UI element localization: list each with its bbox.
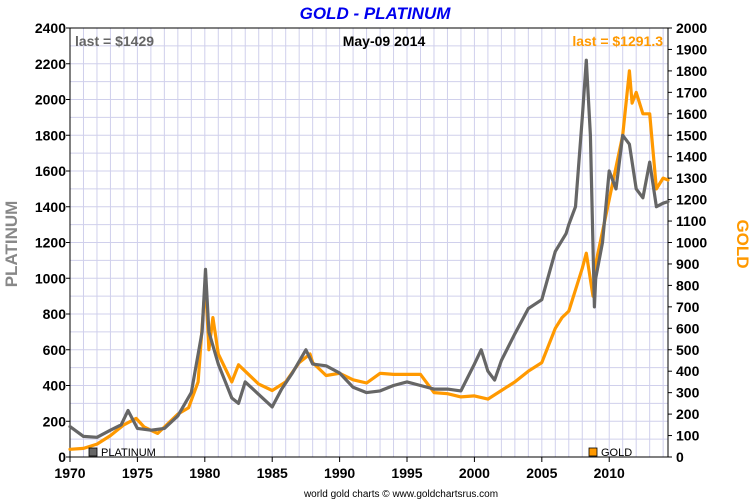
right-tick-label: 1000 xyxy=(676,235,707,251)
left-tick-label: 0 xyxy=(58,449,66,465)
right-tick-label: 700 xyxy=(676,299,700,315)
legend-platinum: PLATINUM xyxy=(88,447,156,459)
right-tick-label: 100 xyxy=(676,428,700,444)
x-tick-label: 1990 xyxy=(324,465,355,481)
right-tick-label: 1700 xyxy=(676,84,707,100)
x-tick-label: 2000 xyxy=(459,465,490,481)
right-tick-label: 1600 xyxy=(676,106,707,122)
legend-platinum-swatch xyxy=(88,447,98,457)
credit-text: world gold charts © www.goldchartsrus.co… xyxy=(303,489,498,500)
x-tick-label: 2005 xyxy=(526,465,557,481)
left-tick-label: 800 xyxy=(43,306,67,322)
right-tick-label: 1200 xyxy=(676,192,707,208)
right-tick-label: 1500 xyxy=(676,127,707,143)
right-tick-label: 1800 xyxy=(676,63,707,79)
left-tick-label: 400 xyxy=(43,378,67,394)
left-axis-ticks: 0 200 400 600 800 1000 1200 1400 1600 1800 2000 220… xyxy=(35,20,70,465)
right-tick-label: 200 xyxy=(676,406,700,422)
gold-last-annotation: last = $1291.3 xyxy=(572,33,663,49)
left-tick-label: 1800 xyxy=(35,127,66,143)
x-axis-ticks: 1970 1975 1980 1985 1990 1995 2000 2005 2010 xyxy=(54,457,625,481)
x-tick-label: 1995 xyxy=(391,465,422,481)
platinum-last-annotation: last = $1429 xyxy=(75,33,154,49)
left-tick-label: 2000 xyxy=(35,92,66,108)
left-axis-label: PLATINUM xyxy=(2,201,21,288)
right-tick-label: 0 xyxy=(676,449,684,465)
x-tick-label: 1980 xyxy=(189,465,220,481)
x-tick-label: 1970 xyxy=(54,465,85,481)
left-tick-label: 2400 xyxy=(35,20,66,36)
legend-platinum-label: PLATINUM xyxy=(101,447,156,459)
x-tick-label: 1975 xyxy=(122,465,153,481)
right-tick-label: 600 xyxy=(676,320,700,336)
legend-gold: GOLD xyxy=(588,447,632,459)
left-tick-label: 1000 xyxy=(35,270,66,286)
left-tick-label: 600 xyxy=(43,342,67,358)
x-tick-label: 2010 xyxy=(594,465,625,481)
left-tick-label: 200 xyxy=(43,413,67,429)
right-tick-label: 500 xyxy=(676,342,700,358)
legend-gold-swatch xyxy=(588,447,598,457)
chart-title: GOLD - PLATINUM xyxy=(300,4,452,23)
legend-gold-label: GOLD xyxy=(601,447,632,459)
right-tick-label: 300 xyxy=(676,385,700,401)
series-layer xyxy=(68,58,670,451)
right-axis-ticks: 0 100 200 300 400 500 600 700 800 900 1000 1100 1200… xyxy=(668,20,707,465)
left-tick-label: 1600 xyxy=(35,163,66,179)
right-tick-label: 800 xyxy=(676,277,700,293)
x-tick-label: 1985 xyxy=(257,465,288,481)
series-line-platinum xyxy=(68,58,670,439)
right-tick-label: 1100 xyxy=(676,213,707,229)
left-tick-label: 1200 xyxy=(35,235,66,251)
right-tick-label: 900 xyxy=(676,256,700,272)
left-tick-label: 2200 xyxy=(35,56,66,72)
right-tick-label: 1900 xyxy=(676,41,707,57)
left-tick-label: 1400 xyxy=(35,199,66,215)
series-line-gold xyxy=(68,69,670,451)
right-tick-label: 2000 xyxy=(676,20,707,36)
right-tick-label: 400 xyxy=(676,363,700,379)
right-tick-label: 1300 xyxy=(676,170,707,186)
date-label: May-09 2014 xyxy=(343,33,426,49)
right-axis-label: GOLD xyxy=(733,219,750,268)
right-tick-label: 1400 xyxy=(676,149,707,165)
